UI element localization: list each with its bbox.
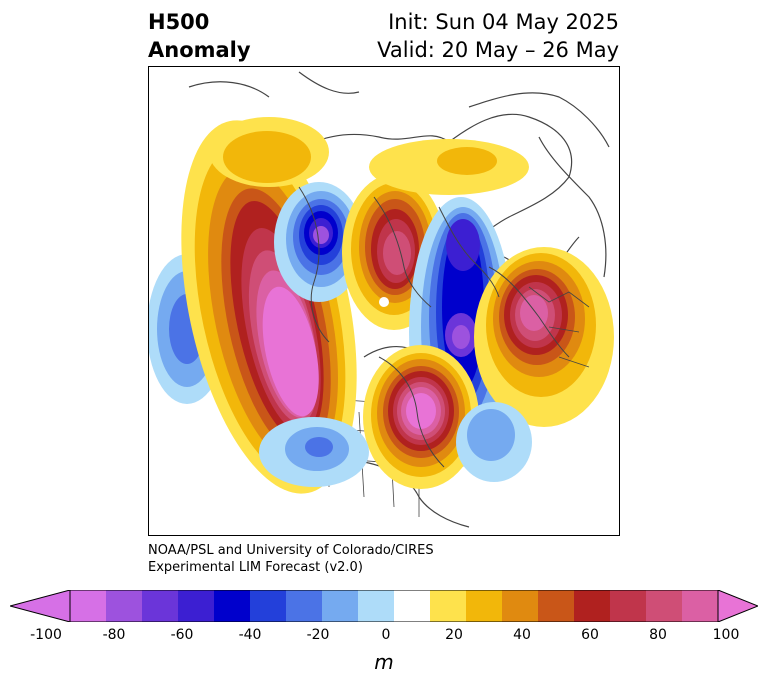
europe-ridge: [474, 247, 614, 427]
colorbar-tick-label: 60: [581, 627, 599, 643]
title-block: H500 Anomaly: [148, 8, 251, 64]
colorbar-bin: [214, 590, 251, 622]
title-variable: H500: [148, 10, 210, 34]
colorbar-tick-label: 0: [381, 627, 391, 643]
bering-ridge-core: [223, 131, 311, 183]
colorbar-tick-label: -40: [238, 627, 262, 643]
colorbar-bin: [430, 590, 467, 622]
colorbar-outline: [69, 590, 719, 622]
valid-range: Valid: 20 May – 26 May: [377, 38, 619, 62]
central-us-trough: [259, 417, 369, 487]
title-field: Anomaly: [148, 38, 251, 62]
colorbar-low-extend: [10, 590, 71, 622]
credit-line-2: Experimental LIM Forecast (v2.0): [148, 560, 363, 575]
colorbar-unit: m: [374, 650, 394, 674]
colorbar-bin: [106, 590, 143, 622]
colorbar-bin: [538, 590, 575, 622]
colorbar: [10, 590, 758, 622]
colorbar-tick-label: -100: [30, 627, 62, 643]
pole-marker: [379, 297, 389, 307]
colorbar-tick-label: 20: [445, 627, 463, 643]
colorbar-tick-label: 100: [712, 627, 740, 643]
colorbar-bin: [574, 590, 611, 622]
colorbar-bin: [142, 590, 179, 622]
colorbar-bin: [682, 590, 719, 622]
anomaly-map: [149, 71, 614, 528]
colorbar-tick-label: 40: [513, 627, 531, 643]
colorbar-bin: [394, 590, 431, 622]
init-date: Init: Sun 04 May 2025: [388, 10, 619, 34]
colorbar-bin: [502, 590, 539, 622]
colorbar-tick-label: -20: [306, 627, 330, 643]
colorbar-high-extend: [717, 590, 758, 622]
colorbar-bin: [466, 590, 503, 622]
colorbar-tick-label: -60: [170, 627, 194, 643]
date-block: Init: Sun 04 May 2025 Valid: 20 May – 26…: [377, 8, 619, 64]
colorbar-bin: [358, 590, 395, 622]
atlantic-trough: [456, 402, 532, 482]
colorbar-bin: [322, 590, 359, 622]
map-panel: [148, 66, 620, 536]
colorbar-bin: [286, 590, 323, 622]
colorbar-bin: [646, 590, 683, 622]
colorbar-bin: [70, 590, 107, 622]
colorbar-tick-label: -80: [102, 627, 126, 643]
west-coast-ridge: [181, 120, 357, 494]
anomaly-contours: [149, 117, 614, 494]
colorbar-ticks: -100 -80 -60 -40 -20 0 20 40 60 80 100: [0, 627, 768, 647]
credit-line-1: NOAA/PSL and University of Colorado/CIRE…: [148, 543, 434, 558]
arctic-band-core: [437, 147, 497, 175]
eastern-na-ridge: [363, 345, 479, 489]
colorbar-segments: [70, 590, 719, 622]
colorbar-bin: [178, 590, 215, 622]
colorbar-bin: [250, 590, 287, 622]
colorbar-tick-label: 80: [649, 627, 667, 643]
credit-block: NOAA/PSL and University of Colorado/CIRE…: [148, 542, 434, 576]
colorbar-bin: [610, 590, 647, 622]
overlay-lines: [298, 186, 590, 468]
